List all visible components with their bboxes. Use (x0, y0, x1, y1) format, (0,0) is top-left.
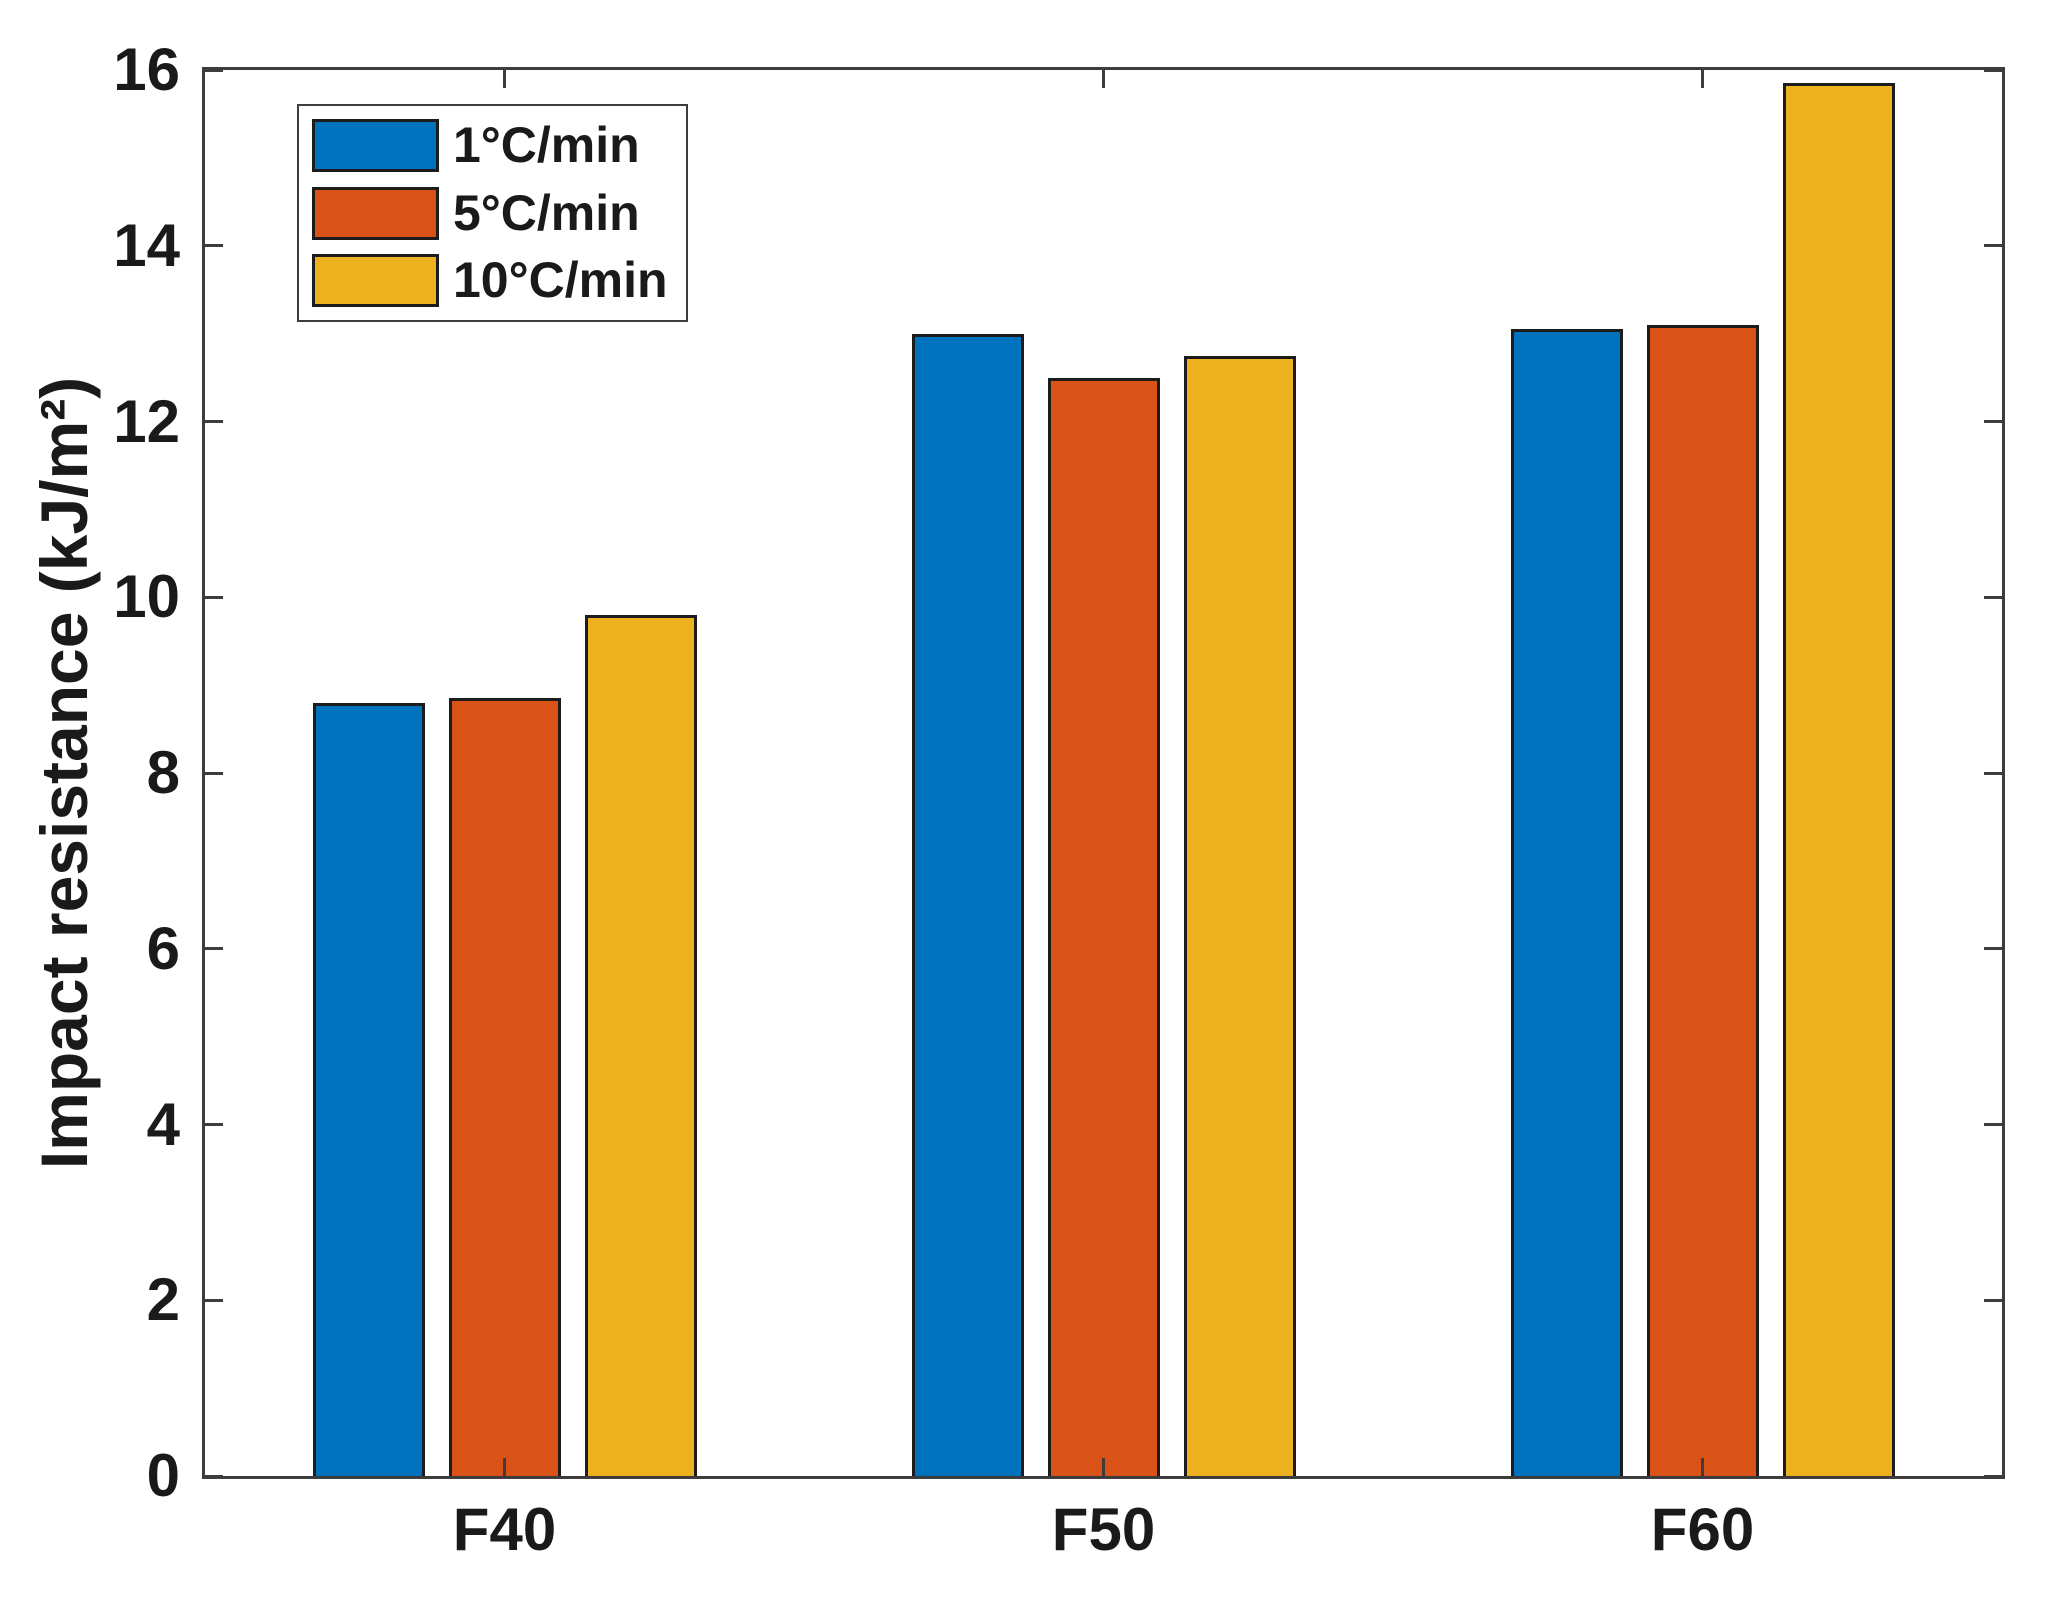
legend-entry-10c-min: 10°C/min (312, 254, 673, 307)
y-tick-right-10 (1984, 595, 2002, 599)
bar-f40-10-c-min (584, 614, 697, 1476)
legend-entry-1c-min: 1°C/min (312, 119, 673, 172)
legend-label-5c-min: 5°C/min (453, 184, 640, 241)
y-tick-left-2 (205, 1298, 223, 1302)
legend-label-10c-min: 10°C/min (453, 252, 668, 308)
x-tick-top-f60 (1701, 70, 1704, 88)
y-tick-left-12 (205, 420, 223, 423)
y-tick-label-14: 14 (113, 211, 180, 279)
y-tick-right-12 (1984, 420, 2002, 423)
y-tick-label-16: 16 (113, 36, 180, 103)
legend-swatch-5c-min (312, 186, 439, 240)
x-tick-bottom-f60 (1701, 1458, 1704, 1476)
y-tick-label-4: 4 (146, 1090, 180, 1158)
y-tick-left-8 (205, 771, 223, 775)
bar-f40-1-c-min (312, 702, 425, 1476)
x-tick-label-f60: F60 (1650, 1496, 1755, 1563)
y-tick-right-6 (1984, 947, 2002, 951)
legend-label-1c-min: 1°C/min (453, 117, 640, 173)
y-tick-right-2 (1984, 1298, 2002, 1302)
plot-area (202, 67, 2005, 1479)
x-tick-label-f40: F40 (452, 1496, 557, 1563)
y-tick-right-16 (1984, 68, 2002, 72)
legend: 1°C/min 5°C/min 10°C/min (297, 104, 688, 322)
x-tick-top-f50 (1102, 70, 1105, 88)
y-tick-left-4 (205, 1123, 223, 1126)
y-tick-label-2: 2 (146, 1266, 180, 1334)
bar-f50-5-c-min (1047, 377, 1160, 1476)
y-tick-right-14 (1984, 244, 2002, 248)
y-tick-left-6 (205, 947, 223, 951)
y-tick-left-16 (205, 68, 223, 72)
bar-f40-5-c-min (448, 698, 561, 1476)
bar-f60-5-c-min (1646, 324, 1759, 1476)
x-tick-top-f40 (503, 70, 506, 88)
y-tick-label-0: 0 (146, 1442, 180, 1509)
y-tick-right-8 (1984, 771, 2002, 775)
legend-swatch-10c-min (312, 254, 439, 307)
y-tick-right-4 (1984, 1123, 2002, 1126)
y-tick-label-8: 8 (146, 739, 180, 806)
x-tick-label-f50: F50 (1051, 1496, 1156, 1563)
bar-f60-1-c-min (1510, 329, 1623, 1476)
y-tick-left-10 (205, 595, 223, 599)
legend-swatch-1c-min (312, 119, 439, 172)
y-tick-left-0 (205, 1474, 223, 1478)
x-tick-bottom-f50 (1102, 1458, 1105, 1476)
legend-entry-5c-min: 5°C/min (312, 184, 673, 241)
x-tick-bottom-f40 (503, 1458, 506, 1476)
bar-f50-1-c-min (911, 333, 1024, 1476)
y-tick-label-12: 12 (113, 387, 180, 455)
bar-f50-10-c-min (1183, 355, 1296, 1476)
y-tick-label-10: 10 (113, 563, 180, 631)
bar-f60-10-c-min (1782, 83, 1895, 1476)
y-tick-label-6: 6 (146, 914, 180, 982)
y-tick-left-14 (205, 244, 223, 248)
y-tick-right-0 (1984, 1474, 2002, 1478)
